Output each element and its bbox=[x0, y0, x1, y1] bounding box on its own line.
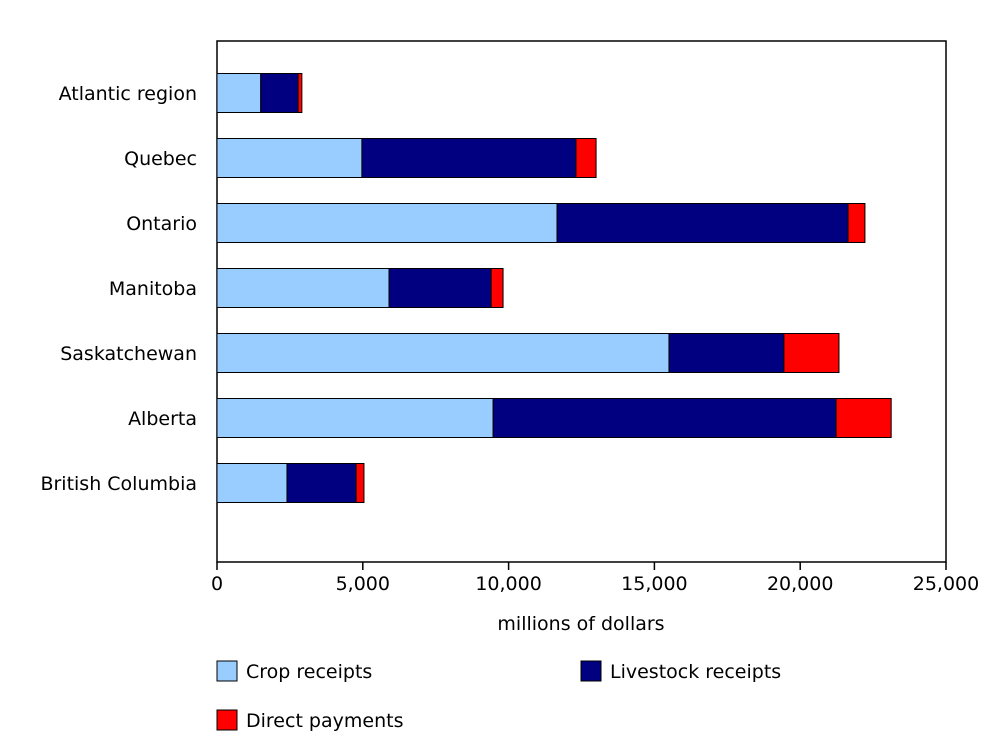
bar-segment bbox=[260, 73, 299, 113]
bar-segment bbox=[783, 333, 840, 373]
x-axis-label: millions of dollars bbox=[497, 613, 664, 635]
bar-segment bbox=[490, 268, 504, 308]
x-tick-label: 15,000 bbox=[621, 573, 687, 595]
bar-segment bbox=[835, 398, 892, 438]
legend-swatch bbox=[216, 660, 238, 682]
x-tick-label: 20,000 bbox=[767, 573, 833, 595]
bar-segment bbox=[286, 463, 357, 503]
category-label: Manitoba bbox=[109, 278, 197, 300]
bar-segment bbox=[847, 203, 866, 243]
x-tick-label: 0 bbox=[211, 573, 223, 595]
x-tick-label: 25,000 bbox=[913, 573, 979, 595]
category-label: Quebec bbox=[124, 148, 197, 170]
bar-segment bbox=[388, 268, 492, 308]
bar-segment bbox=[575, 138, 597, 178]
category-label: Saskatchewan bbox=[60, 343, 197, 365]
bar-segment bbox=[216, 333, 670, 373]
x-tick-label: 10,000 bbox=[475, 573, 541, 595]
bar-segment bbox=[216, 203, 558, 243]
bar-segment bbox=[216, 138, 363, 178]
category-label: British Columbia bbox=[40, 473, 197, 495]
bar-segment bbox=[556, 203, 849, 243]
bar-segment bbox=[216, 463, 288, 503]
category-label: Ontario bbox=[126, 213, 197, 235]
category-label: Atlantic region bbox=[59, 83, 197, 105]
bar-segment bbox=[216, 398, 494, 438]
category-label: Alberta bbox=[128, 408, 197, 430]
bar-segment bbox=[297, 73, 303, 113]
bar-segment bbox=[216, 73, 262, 113]
bar-segment bbox=[668, 333, 785, 373]
bar-segment bbox=[216, 268, 390, 308]
legend-label: Crop receipts bbox=[246, 661, 372, 683]
bar-segment bbox=[492, 398, 837, 438]
bar-segment bbox=[361, 138, 577, 178]
legend-swatch bbox=[216, 709, 238, 731]
x-tick-label: 5,000 bbox=[336, 573, 390, 595]
bar-segment bbox=[355, 463, 365, 503]
legend-swatch bbox=[580, 660, 602, 682]
legend-label: Direct payments bbox=[246, 710, 403, 732]
legend-label: Livestock receipts bbox=[610, 661, 781, 683]
